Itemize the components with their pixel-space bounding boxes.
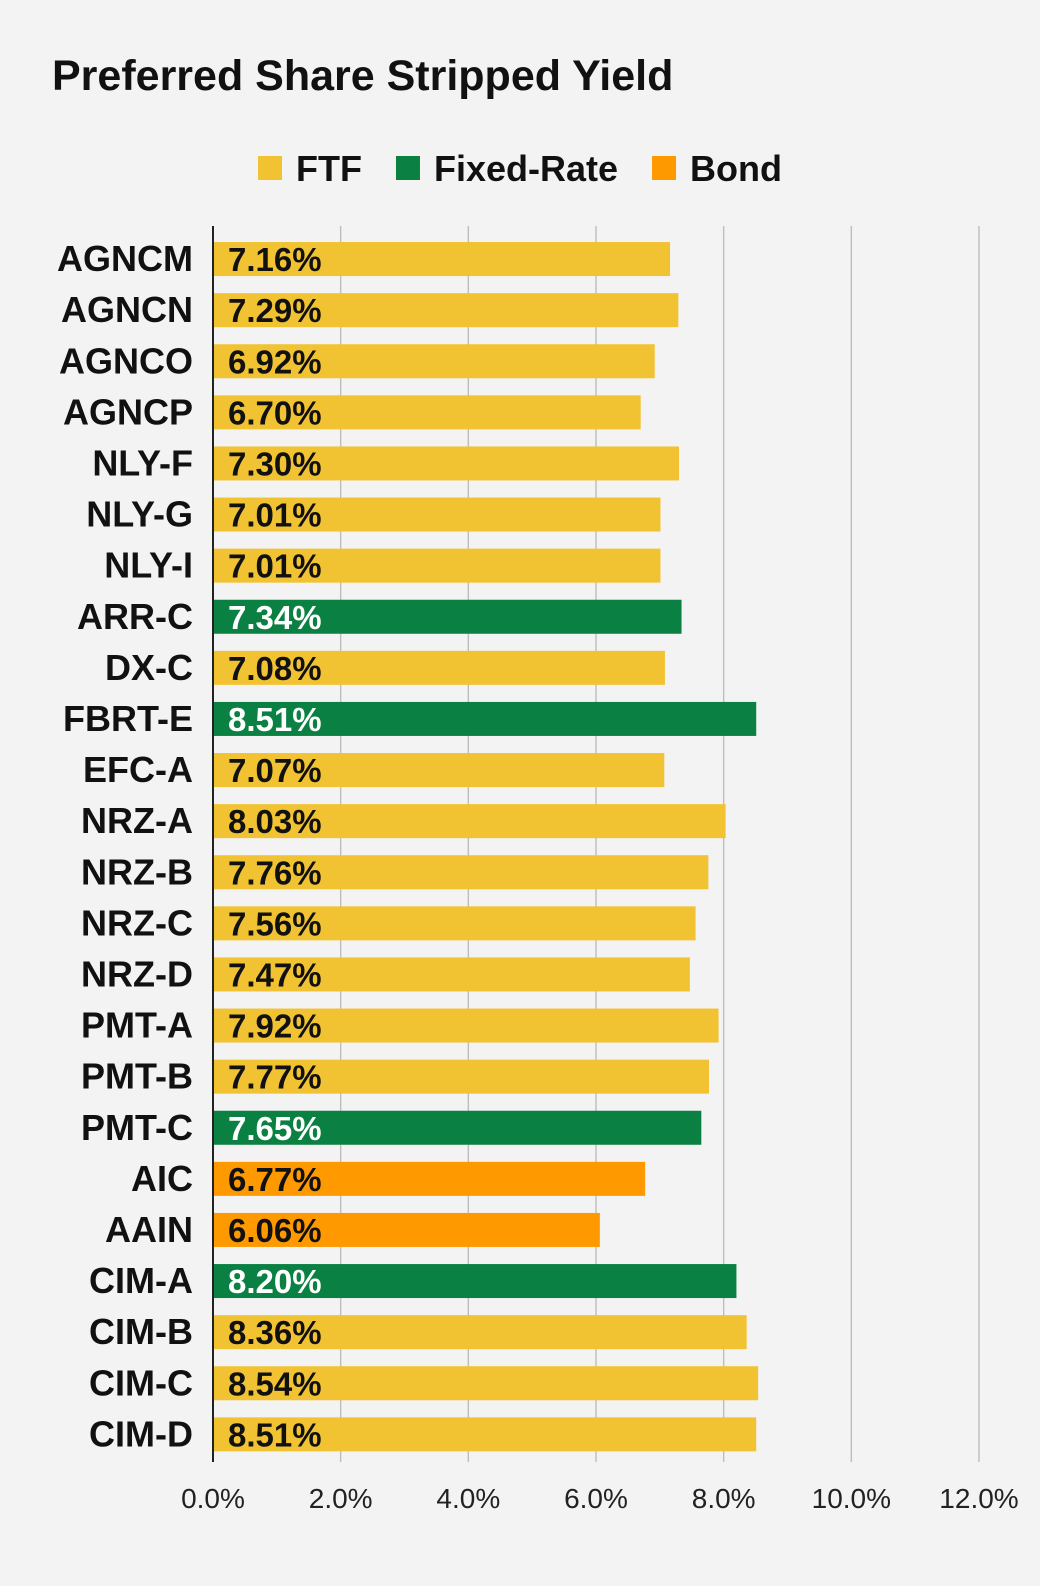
bar (213, 1366, 759, 1401)
data-label: 8.20% (228, 1263, 322, 1300)
category-label: NRZ-C (81, 902, 193, 943)
category-label: PMT-C (81, 1107, 193, 1148)
data-label: 7.92% (228, 1008, 322, 1045)
category-label: AGNCP (63, 391, 193, 432)
x-tick-label: 4.0% (436, 1483, 500, 1514)
bar (213, 1417, 757, 1452)
legend-swatch (652, 156, 677, 180)
category-label: PMT-A (81, 1005, 193, 1046)
category-label: FBRT-E (63, 698, 193, 739)
category-label: NLY-F (92, 442, 193, 483)
category-label: DX-C (105, 647, 193, 688)
x-tick-label: 2.0% (309, 1483, 373, 1514)
category-label: CIM-C (89, 1362, 193, 1403)
bar (213, 1008, 719, 1043)
data-label: 7.65% (228, 1110, 322, 1147)
data-label: 7.16% (228, 241, 322, 278)
data-label: 7.01% (228, 548, 322, 585)
category-label: AIC (131, 1158, 193, 1199)
bar (213, 1059, 709, 1094)
category-label: CIM-D (89, 1413, 193, 1454)
bar (213, 753, 665, 788)
legend-swatch (395, 156, 420, 180)
category-label: NLY-G (86, 494, 193, 535)
bar (213, 957, 690, 992)
chart-title: Preferred Share Stripped Yield (52, 52, 674, 100)
data-label: 7.56% (228, 905, 322, 942)
legend-label: Fixed-Rate (434, 148, 618, 189)
data-label: 7.08% (228, 650, 322, 687)
data-label: 6.06% (228, 1212, 322, 1249)
data-label: 6.77% (228, 1161, 322, 1198)
category-label: CIM-A (89, 1260, 193, 1301)
bar (213, 497, 661, 532)
x-tick-label: 6.0% (564, 1483, 628, 1514)
data-label: 7.47% (228, 956, 322, 993)
bar (213, 701, 757, 736)
data-label: 8.36% (228, 1314, 322, 1351)
data-label: 7.77% (228, 1059, 322, 1096)
category-label: AGNCM (57, 238, 193, 279)
category-label: EFC-A (83, 749, 193, 790)
category-label: AGNCO (59, 340, 193, 381)
x-tick-label: 0.0% (181, 1483, 245, 1514)
data-label: 6.92% (228, 343, 322, 380)
data-label: 6.70% (228, 394, 322, 431)
legend-label: FTF (296, 148, 362, 189)
bar (213, 804, 726, 839)
bar (213, 906, 696, 941)
x-tick-label: 10.0% (812, 1483, 891, 1514)
category-label: PMT-B (81, 1056, 193, 1097)
data-label: 8.03% (228, 803, 322, 840)
data-label: 7.07% (228, 752, 322, 789)
data-label: 7.01% (228, 497, 322, 534)
legend-swatch (258, 156, 282, 180)
category-label: AAIN (105, 1209, 193, 1250)
data-label: 7.30% (228, 445, 322, 482)
data-label: 8.51% (228, 1416, 322, 1453)
bar (213, 1264, 737, 1299)
category-label: NRZ-A (81, 800, 193, 841)
bar (213, 599, 682, 634)
bar (213, 1161, 646, 1196)
bar (213, 548, 661, 583)
bar (213, 1110, 702, 1145)
category-label: NRZ-D (81, 953, 193, 994)
category-label: AGNCN (61, 289, 193, 330)
data-label: 7.29% (228, 292, 322, 329)
bar (213, 1212, 600, 1247)
data-label: 8.54% (228, 1365, 322, 1402)
bar (213, 344, 655, 379)
bar (213, 242, 671, 277)
category-label: ARR-C (77, 596, 193, 637)
bar (213, 395, 641, 430)
legend-label: Bond (690, 148, 782, 189)
category-label: CIM-B (89, 1311, 193, 1352)
bar (213, 446, 679, 481)
bar (213, 1315, 747, 1350)
data-label: 7.34% (228, 599, 322, 636)
x-tick-label: 8.0% (692, 1483, 756, 1514)
category-label: NLY-I (104, 545, 193, 586)
data-label: 8.51% (228, 701, 322, 738)
bar (213, 293, 679, 328)
data-label: 7.76% (228, 854, 322, 891)
category-label: NRZ-B (81, 851, 193, 892)
x-tick-label: 12.0% (939, 1483, 1018, 1514)
bar (213, 855, 709, 890)
bar (213, 650, 665, 685)
